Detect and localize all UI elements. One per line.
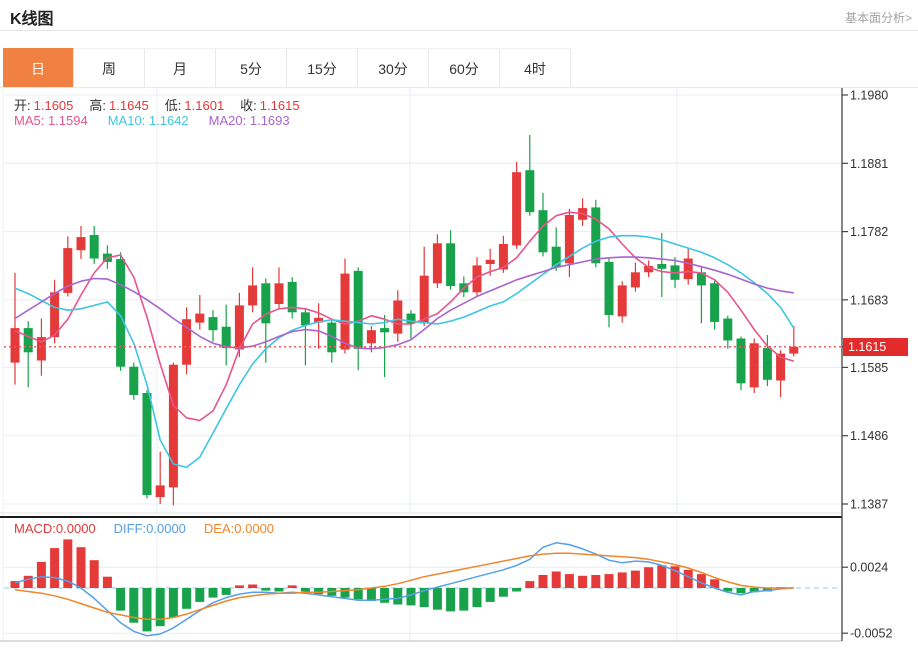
svg-text:0.0024: 0.0024 <box>850 561 888 575</box>
price-axis-labels: 1.1980 1.1881 1.1782 1.1683 1.1585 1.1486 1.13… <box>842 89 888 512</box>
gridlines <box>2 88 842 641</box>
dea-line <box>14 552 794 621</box>
tab-4时[interactable]: 4时 <box>500 48 571 88</box>
close-value: 1.1615 <box>259 98 300 113</box>
svg-text:1.1782: 1.1782 <box>850 225 888 239</box>
ma5-line <box>14 211 795 422</box>
ma10-line <box>14 234 795 469</box>
macd-histogram <box>10 539 786 632</box>
high-value: 1.1645 <box>109 98 149 113</box>
svg-text:1.1980: 1.1980 <box>850 89 888 103</box>
open-value: 1.1605 <box>33 98 74 113</box>
svg-text:1.1683: 1.1683 <box>850 293 888 307</box>
ma10-legend: MA10: 1.1642 <box>107 113 189 128</box>
low-value: 1.1601 <box>184 98 225 113</box>
low-label: 低: <box>164 98 182 113</box>
fundamental-analysis-link[interactable]: 基本面分析> <box>844 11 912 25</box>
tab-5分[interactable]: 5分 <box>216 48 287 88</box>
close-label: 收: <box>240 98 257 113</box>
svg-text:-0.0052: -0.0052 <box>850 627 892 641</box>
diff-line <box>14 542 794 637</box>
ma5-legend: MA5: 1.1594 <box>14 113 88 128</box>
high-label: 高: <box>89 98 107 113</box>
tab-60分[interactable]: 60分 <box>429 48 500 88</box>
svg-text:1.1881: 1.1881 <box>850 157 888 171</box>
tab-周[interactable]: 周 <box>74 48 145 88</box>
dea-value: DEA:0.0000 <box>203 521 275 536</box>
svg-text:1.1387: 1.1387 <box>850 498 888 512</box>
page-title: K线图 <box>10 11 54 28</box>
current-price-badge: 1.1615 <box>843 338 908 356</box>
open-label: 开: <box>14 98 31 113</box>
tab-15分[interactable]: 15分 <box>287 48 358 88</box>
period-tabs: 日周月 5分 15分 30分 60分 4时 <box>3 48 571 88</box>
tabs-divider <box>0 87 918 88</box>
tab-日[interactable]: 日 <box>3 48 74 88</box>
tab-30分[interactable]: 30分 <box>358 48 429 88</box>
header-divider <box>0 30 918 31</box>
tab-月[interactable]: 月 <box>145 48 216 88</box>
svg-text:1.1486: 1.1486 <box>850 429 888 443</box>
ma-legend: MA5: 1.1594 MA10: 1.1642 MA20: 1.1693 <box>14 113 290 128</box>
svg-text:1.1585: 1.1585 <box>850 361 888 375</box>
macd-legend: MACD:0.0000 DIFF:0.0000 DEA:0.0000 <box>14 521 274 536</box>
macd-value: MACD:0.0000 <box>14 521 96 536</box>
ma20-line <box>14 256 794 350</box>
ma20-legend: MA20: 1.1693 <box>208 113 290 128</box>
macd-axis-labels: 0.0024 -0.0052 <box>842 561 892 641</box>
ohlc-legend: 开: 1.1605 高: 1.1645 低: 1.1601 收: 1.1615 <box>14 95 316 114</box>
diff-value: DIFF:0.0000 <box>113 521 186 536</box>
